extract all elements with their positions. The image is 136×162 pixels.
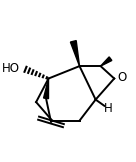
Polygon shape	[44, 79, 49, 99]
Text: O: O	[117, 71, 126, 84]
Polygon shape	[101, 57, 112, 66]
Text: H: H	[104, 102, 112, 115]
Polygon shape	[70, 41, 80, 66]
Text: HO: HO	[2, 62, 20, 75]
